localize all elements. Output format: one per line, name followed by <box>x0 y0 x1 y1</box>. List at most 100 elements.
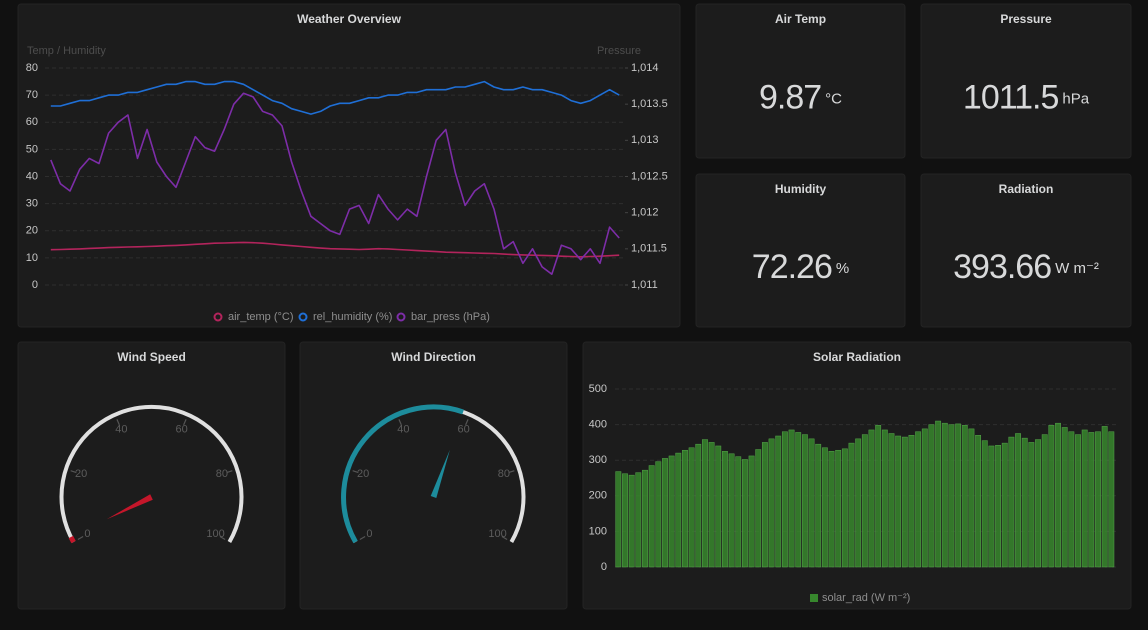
y2-tick-label: 1,013 <box>631 134 659 146</box>
bar <box>861 434 868 568</box>
bar <box>955 423 962 568</box>
stat-text: 9.87 °C <box>759 78 842 116</box>
panel <box>695 173 906 328</box>
y-tick-label: 10 <box>26 252 38 264</box>
gauge-tick-label: 80 <box>216 468 228 480</box>
gauge-tick-mark <box>183 419 187 426</box>
stat-unit: % <box>836 260 849 277</box>
panel-title: Weather Overview <box>297 12 401 26</box>
bar <box>988 445 995 568</box>
gauge-value-arc <box>341 404 464 544</box>
bar <box>1108 431 1115 568</box>
legend-marker <box>298 312 308 322</box>
bar <box>915 431 922 568</box>
bar <box>855 438 862 568</box>
stat-unit: °C <box>825 90 842 107</box>
y-tick-label: 100 <box>589 525 607 537</box>
gauge-tick-mark <box>226 470 233 474</box>
y2-tick-label: 1,011 <box>631 279 658 291</box>
bar <box>975 435 982 568</box>
panel <box>920 173 1132 328</box>
bar <box>648 465 655 568</box>
panel-title: Pressure <box>1000 12 1052 26</box>
bar <box>1001 442 1008 568</box>
y2-tick-label: 1,013.5 <box>631 98 668 110</box>
series-line <box>50 80 620 115</box>
bar <box>708 442 715 568</box>
bar <box>908 435 915 568</box>
gauge-tick-mark <box>398 419 402 426</box>
y2-tick-label: 1,014 <box>631 62 659 74</box>
bar <box>1035 439 1041 568</box>
bar <box>722 451 728 568</box>
panel <box>299 341 568 610</box>
bar <box>642 469 648 568</box>
y-tick-label: 50 <box>26 143 38 155</box>
gauge-tick-label: 40 <box>397 423 409 435</box>
bar <box>1061 427 1068 568</box>
y-axis-label: Temp / Humidity <box>27 45 106 57</box>
bar <box>775 435 782 568</box>
bar <box>748 455 755 568</box>
gauge-needle <box>430 449 450 498</box>
y2-tick-label: 1,012.5 <box>631 170 668 182</box>
gauge-track <box>59 404 244 543</box>
panel <box>17 341 286 610</box>
stat-value: 1011.5 <box>963 78 1059 116</box>
gauge-tick-label: 20 <box>357 468 369 480</box>
y-tick-label: 0 <box>32 279 38 291</box>
bar <box>675 452 682 568</box>
bar <box>841 448 848 568</box>
y-tick-label: 300 <box>589 454 607 466</box>
bar <box>615 471 622 568</box>
gauge-tick-mark <box>352 470 359 474</box>
bar <box>888 433 895 568</box>
bar <box>848 442 855 568</box>
gauge-tick-mark <box>359 535 366 541</box>
bar <box>875 425 882 568</box>
gauge-tick-mark <box>501 535 508 541</box>
bar <box>702 439 708 568</box>
bar <box>1101 426 1108 568</box>
stat-text: 72.26% <box>752 248 849 286</box>
gauge-tick-label: 20 <box>75 468 87 480</box>
bar <box>995 444 1001 568</box>
bar <box>688 447 695 568</box>
y2-axis-label: Pressure <box>597 45 641 57</box>
y-tick-label: 200 <box>589 490 607 502</box>
bar <box>935 420 942 568</box>
gauge-tick-mark <box>219 535 226 541</box>
bar <box>1028 442 1035 568</box>
bar <box>1095 431 1101 568</box>
bar <box>895 435 902 568</box>
panel <box>920 3 1132 159</box>
y-tick-label: 80 <box>26 62 38 74</box>
bar <box>735 456 742 568</box>
bar <box>628 474 635 568</box>
legend-marker <box>213 312 223 322</box>
legend-label: rel_humidity (%) <box>313 311 392 323</box>
gauge-value-arc <box>68 535 76 544</box>
gauge-tick-label: 100 <box>488 528 506 540</box>
legend-label: solar_rad (W m⁻²) <box>822 592 910 604</box>
panel-title: Wind Direction <box>391 350 476 364</box>
bar <box>828 451 835 568</box>
gauge-tick-label: 0 <box>84 528 90 540</box>
bar <box>901 436 908 568</box>
y-tick-label: 500 <box>589 383 607 395</box>
panel-title: Wind Speed <box>117 350 186 364</box>
bar <box>941 422 948 568</box>
y-tick-label: 30 <box>26 198 38 210</box>
bar <box>921 428 928 568</box>
bar <box>961 425 968 568</box>
stat-text: 393.66 W m⁻² <box>953 248 1099 286</box>
bar <box>655 461 662 568</box>
bar <box>868 429 875 568</box>
bar <box>1048 425 1055 568</box>
bar <box>728 453 735 568</box>
bar <box>788 429 795 568</box>
bar <box>668 455 675 568</box>
gauge-tick-label: 60 <box>175 423 187 435</box>
